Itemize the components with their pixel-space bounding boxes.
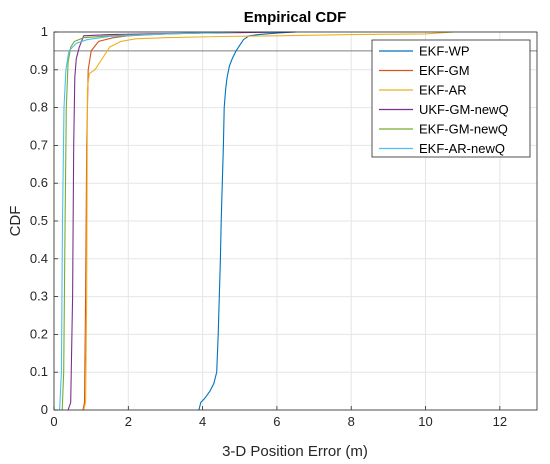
y-tick-label: 1 <box>41 24 48 39</box>
x-tick-label: 12 <box>493 414 507 429</box>
y-axis-label: CDF <box>7 206 24 237</box>
x-tick-label: 4 <box>199 414 206 429</box>
x-tick-label: 8 <box>348 414 355 429</box>
y-tick-label: 0.6 <box>30 175 48 190</box>
series-line-ekf-ar <box>83 31 454 411</box>
legend-entry: UKF-GM-newQ <box>419 102 509 117</box>
legend-box <box>371 39 531 158</box>
y-tick-label: 0.3 <box>30 289 48 304</box>
y-tick-label: 0.8 <box>30 100 48 115</box>
legend: EKF-WP EKF-GM EKF-AR UKF-GM-newQ EKF-GM-newQ… <box>371 39 531 158</box>
y-tick-label: 0.4 <box>30 251 48 266</box>
x-tick-label: 0 <box>50 414 57 429</box>
legend-entry: EKF-WP <box>419 44 470 59</box>
x-axis-label: 3-D Position Error (m) <box>222 443 368 460</box>
y-tick-label: 0 <box>41 402 48 417</box>
x-tick-label: 2 <box>125 414 132 429</box>
chart-title: Empirical CDF <box>244 9 347 26</box>
legend-entry: EKF-GM-newQ <box>419 122 508 137</box>
x-tick-label: 10 <box>418 414 432 429</box>
legend-entry: EKF-GM <box>419 63 470 78</box>
y-tick-label: 0.7 <box>30 137 48 152</box>
legend-entry: EKF-AR <box>419 83 467 98</box>
y-tick-label: 0.1 <box>30 364 48 379</box>
y-tick-label: 0.2 <box>30 326 48 341</box>
x-tick-labels: 0 2 4 6 8 10 12 <box>50 414 507 429</box>
y-tick-label: 0.5 <box>30 213 48 228</box>
series-line-ukf-gm-newq <box>67 31 296 411</box>
x-tick-label: 6 <box>273 414 280 429</box>
y-tick-labels: 0 0.1 0.2 0.3 0.4 0.5 0.6 0.7 0.8 0.9 1 <box>30 24 48 417</box>
series-group <box>59 31 454 411</box>
series-line-ekf-ar-newq <box>59 31 240 411</box>
series-line-ekf-wp <box>198 31 296 411</box>
legend-entry: EKF-AR-newQ <box>419 141 505 156</box>
plot-frame <box>53 31 538 411</box>
y-tick-label: 0.9 <box>30 62 48 77</box>
